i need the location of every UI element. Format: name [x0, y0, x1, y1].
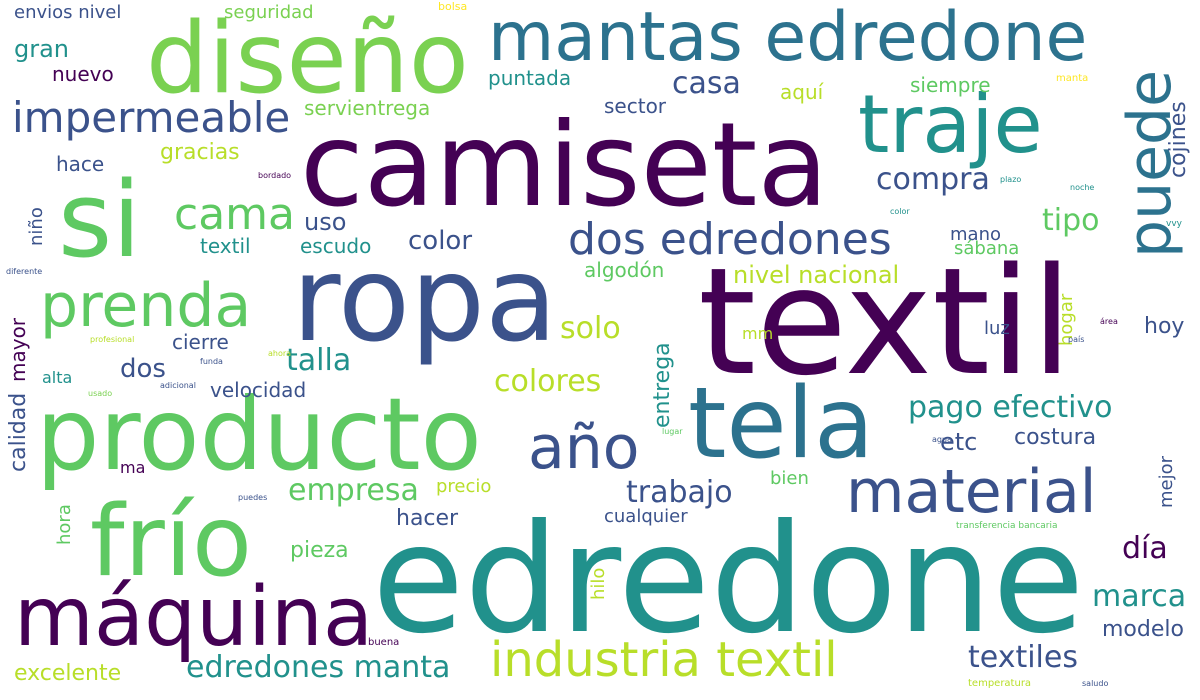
word-talla: talla [286, 343, 352, 378]
word-pago-efectivo: pago efectivo [908, 390, 1113, 425]
word-camiseta: camiseta [300, 98, 829, 233]
word-funda: funda [200, 357, 223, 366]
word-marca: marca [1092, 579, 1187, 614]
word-mayor: mayor [6, 317, 30, 382]
word-prenda: prenda [40, 271, 252, 341]
word-textil-small: textil [200, 234, 251, 258]
word-area: área [1100, 317, 1118, 326]
word-hoy: hoy [1144, 314, 1185, 339]
word-temperatura: temperatura [968, 678, 1032, 689]
word-aqui: aquí [780, 80, 824, 104]
word-bien: bien [770, 468, 809, 489]
word-tela: tela [688, 367, 874, 481]
word-calidad: calidad [6, 392, 31, 472]
word-mano: mano [950, 224, 1001, 245]
word-servientrega: servientrega [304, 96, 431, 120]
word-ahora: ahora [268, 349, 292, 358]
word-maquina: máquina [14, 570, 374, 665]
word-hora: hora [54, 504, 75, 545]
word-diferente: diferente [6, 267, 43, 276]
word-pieza: pieza [290, 538, 349, 563]
word-edredone: edredone [372, 493, 1085, 667]
word-dia: día [1122, 531, 1168, 566]
word-dos-edredones: dos edredones [568, 214, 892, 265]
word-traje: traje [858, 78, 1043, 171]
word-hace: hace [56, 152, 105, 176]
word-hilo: hilo [588, 567, 609, 600]
word-siempre: siempre [910, 73, 991, 97]
word-ropa: ropa [292, 230, 558, 368]
word-gracias: gracias [160, 140, 240, 165]
word-industria-textil: industria textil [490, 632, 838, 688]
word-mantas-edredone: mantas edredone [488, 0, 1088, 77]
word-puedes: puedes [238, 493, 268, 502]
word-sector: sector [604, 94, 667, 118]
word-manta: manta [1056, 73, 1089, 84]
word-algodon: algodón [584, 258, 665, 282]
word-bordado: bordado [258, 171, 292, 180]
word-adicional: adicional [160, 381, 196, 390]
word-trabajo: trabajo [626, 475, 733, 510]
word-dos: dos [120, 354, 166, 384]
word-ano: año [528, 413, 640, 483]
word-cama: cama [174, 189, 295, 240]
word-pais: país [1068, 335, 1085, 344]
word-bolsa: bolsa [438, 0, 468, 13]
word-frio: frío [90, 485, 252, 599]
word-sabana: sábana [954, 238, 1020, 259]
word-envios-nivel: envios nivel [14, 2, 122, 23]
word-compra: compra [876, 162, 990, 197]
word-hacer: hacer [396, 506, 459, 531]
word-lugar: lugar [662, 427, 683, 436]
word-saludo: saludo [1082, 679, 1109, 688]
word-solo: solo [560, 311, 621, 346]
word-impermeable: impermeable [12, 93, 291, 142]
word-luz: luz [984, 318, 1010, 339]
word-buena: buena [368, 637, 400, 648]
word-cojines: cojines [1166, 101, 1191, 178]
word-textil: textil [698, 236, 1073, 408]
word-color-small: color [890, 207, 910, 216]
word-plazo: plazo [1000, 175, 1022, 184]
word-mm: mm [742, 324, 774, 343]
word-etc: etc [940, 428, 978, 456]
word-color: color [408, 226, 473, 256]
word-alta: alta [42, 368, 73, 387]
word-uso: uso [304, 208, 347, 236]
word-edredones-manta: edredones manta [186, 650, 451, 685]
word-textiles: textiles [968, 640, 1078, 675]
word-empresa: empresa [288, 473, 419, 508]
word-velocidad: velocidad [210, 378, 307, 402]
word-producto: producto [36, 376, 482, 493]
word-casa: casa [672, 66, 741, 101]
word-profesional: profesional [90, 335, 135, 344]
word-puntada: puntada [488, 66, 572, 90]
word-precio: precio [436, 476, 492, 497]
word-seguridad: seguridad [224, 2, 314, 23]
word-ma: ma [120, 458, 146, 477]
word-vvy: vvy [1166, 219, 1182, 229]
word-cualquier: cualquier [604, 506, 688, 527]
word-modelo: modelo [1102, 617, 1184, 642]
word-si: si [58, 159, 142, 281]
word-tipo: tipo [1042, 203, 1100, 238]
word-nuevo: nuevo [52, 62, 114, 86]
word-nino: niño [26, 207, 47, 246]
word-diseno: diseño [146, 2, 469, 116]
word-usado: usado [88, 389, 113, 398]
word-gran: gran [14, 35, 70, 63]
word-excelente: excelente [14, 661, 122, 686]
word-escudo: escudo [300, 234, 372, 258]
word-transferencia-bancaria: transferencia bancaria [956, 521, 1058, 531]
word-mejor: mejor [1156, 455, 1177, 508]
word-nivel-nacional: nivel nacional [733, 261, 900, 289]
word-noche: noche [1070, 183, 1095, 192]
word-agua: agua [932, 435, 952, 444]
word-entrega: entrega [650, 342, 675, 428]
word-material: material [846, 457, 1097, 527]
word-cierre: cierre [172, 330, 229, 354]
word-colores: colores [494, 364, 602, 399]
word-costura: costura [1014, 425, 1097, 450]
